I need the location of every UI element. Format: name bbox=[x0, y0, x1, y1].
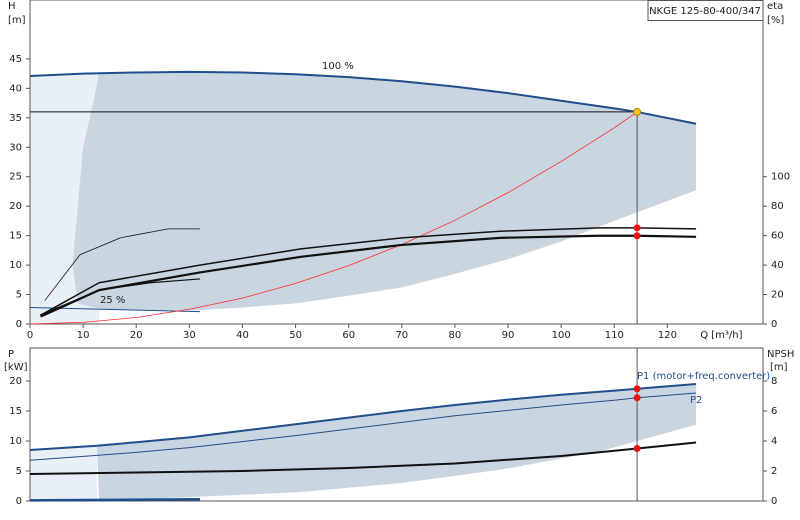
x-tick-label: 120 bbox=[658, 330, 677, 341]
y2-tick-label: 20 bbox=[771, 290, 784, 301]
curve bbox=[40, 234, 697, 318]
annotation: 25 % bbox=[100, 295, 125, 306]
curve bbox=[29, 111, 638, 325]
curve bbox=[29, 441, 697, 475]
x-tick-label: 10 bbox=[77, 330, 90, 341]
y2-tick-label: 80 bbox=[771, 201, 784, 212]
curve bbox=[40, 227, 697, 316]
duty-point bbox=[633, 385, 641, 393]
y2-axis-label: eta bbox=[767, 1, 783, 12]
curve bbox=[29, 497, 200, 502]
y-tick-label: 0 bbox=[16, 319, 22, 330]
y-tick-label: 5 bbox=[16, 290, 22, 301]
duty-point bbox=[633, 107, 642, 116]
y2-axis-unit: [m] bbox=[770, 362, 788, 373]
y-tick-label: 10 bbox=[9, 260, 22, 271]
plot-frame bbox=[29, 0, 764, 325]
y-tick-label: 10 bbox=[9, 436, 22, 447]
chart-title: NKGE 125-80-400/347 bbox=[649, 6, 761, 17]
y2-tick-label: 60 bbox=[771, 231, 784, 242]
annotation: P2 bbox=[690, 395, 702, 406]
y2-axis-unit: [%] bbox=[767, 15, 784, 26]
x-tick-label: 90 bbox=[502, 330, 515, 341]
y2-tick-label: 0 bbox=[771, 496, 777, 507]
x-tick-label: 0 bbox=[27, 330, 33, 341]
plot-frame bbox=[29, 347, 764, 502]
duty-point bbox=[633, 224, 641, 232]
x-tick-label: 50 bbox=[289, 330, 302, 341]
y-tick-label: 15 bbox=[9, 406, 22, 417]
y-axis-unit: [kW] bbox=[4, 362, 28, 373]
curve bbox=[44, 228, 200, 301]
duty-point bbox=[633, 445, 641, 452]
y-tick-label: 45 bbox=[9, 54, 22, 65]
curve bbox=[29, 383, 697, 451]
y-tick-label: 40 bbox=[9, 83, 22, 94]
y-tick-label: 20 bbox=[9, 376, 22, 387]
y-axis-label: P bbox=[8, 349, 14, 360]
duty-point bbox=[633, 394, 641, 402]
y-tick-label: 20 bbox=[9, 201, 22, 212]
y2-tick-label: 2 bbox=[771, 466, 777, 477]
x-tick-label: 60 bbox=[342, 330, 355, 341]
y2-tick-label: 0 bbox=[771, 319, 777, 330]
x-tick-label: 110 bbox=[605, 330, 624, 341]
chart-panel: 0 5 10 15 20 0 2 4 6 8 P [kW] NPSH [m]P1 (motor+freq.… bbox=[4, 347, 794, 507]
y2-axis-label: NPSH bbox=[767, 349, 794, 360]
chart-panel: 0 5 10 15 20 25 30 35 40 45 0 20 40 60 80 100 0 10 20 30 40 5… bbox=[8, 0, 790, 341]
annotation: P1 (motor+freq.converter) bbox=[637, 371, 770, 382]
curve bbox=[29, 70, 697, 125]
x-tick-label: 40 bbox=[236, 330, 249, 341]
x-tick-label: 80 bbox=[449, 330, 462, 341]
x-axis-label: Q [m³/h] bbox=[700, 330, 742, 341]
y-tick-label: 30 bbox=[9, 142, 22, 153]
duty-point bbox=[633, 232, 641, 240]
y-axis-label: H bbox=[8, 1, 16, 12]
operating-range bbox=[72, 71, 697, 311]
y-tick-label: 15 bbox=[9, 231, 22, 242]
x-tick-label: 20 bbox=[130, 330, 143, 341]
y-tick-label: 25 bbox=[9, 172, 22, 183]
y-axis-unit: [m] bbox=[8, 15, 26, 26]
curve bbox=[39, 278, 201, 316]
y2-tick-label: 6 bbox=[771, 406, 777, 417]
x-tick-label: 100 bbox=[552, 330, 571, 341]
title-box bbox=[647, 0, 764, 21]
y-tick-label: 35 bbox=[9, 113, 22, 124]
x-tick-label: 70 bbox=[395, 330, 408, 341]
y-tick-label: 5 bbox=[16, 466, 22, 477]
y2-tick-label: 40 bbox=[771, 260, 784, 271]
curve bbox=[29, 392, 697, 461]
operating-range bbox=[96, 384, 697, 501]
y-tick-label: 0 bbox=[16, 496, 22, 507]
x-tick-label: 30 bbox=[183, 330, 196, 341]
y2-tick-label: 8 bbox=[771, 376, 777, 387]
y2-tick-label: 4 bbox=[771, 436, 777, 447]
y2-tick-label: 100 bbox=[771, 172, 790, 183]
annotation: 100 % bbox=[322, 61, 354, 72]
